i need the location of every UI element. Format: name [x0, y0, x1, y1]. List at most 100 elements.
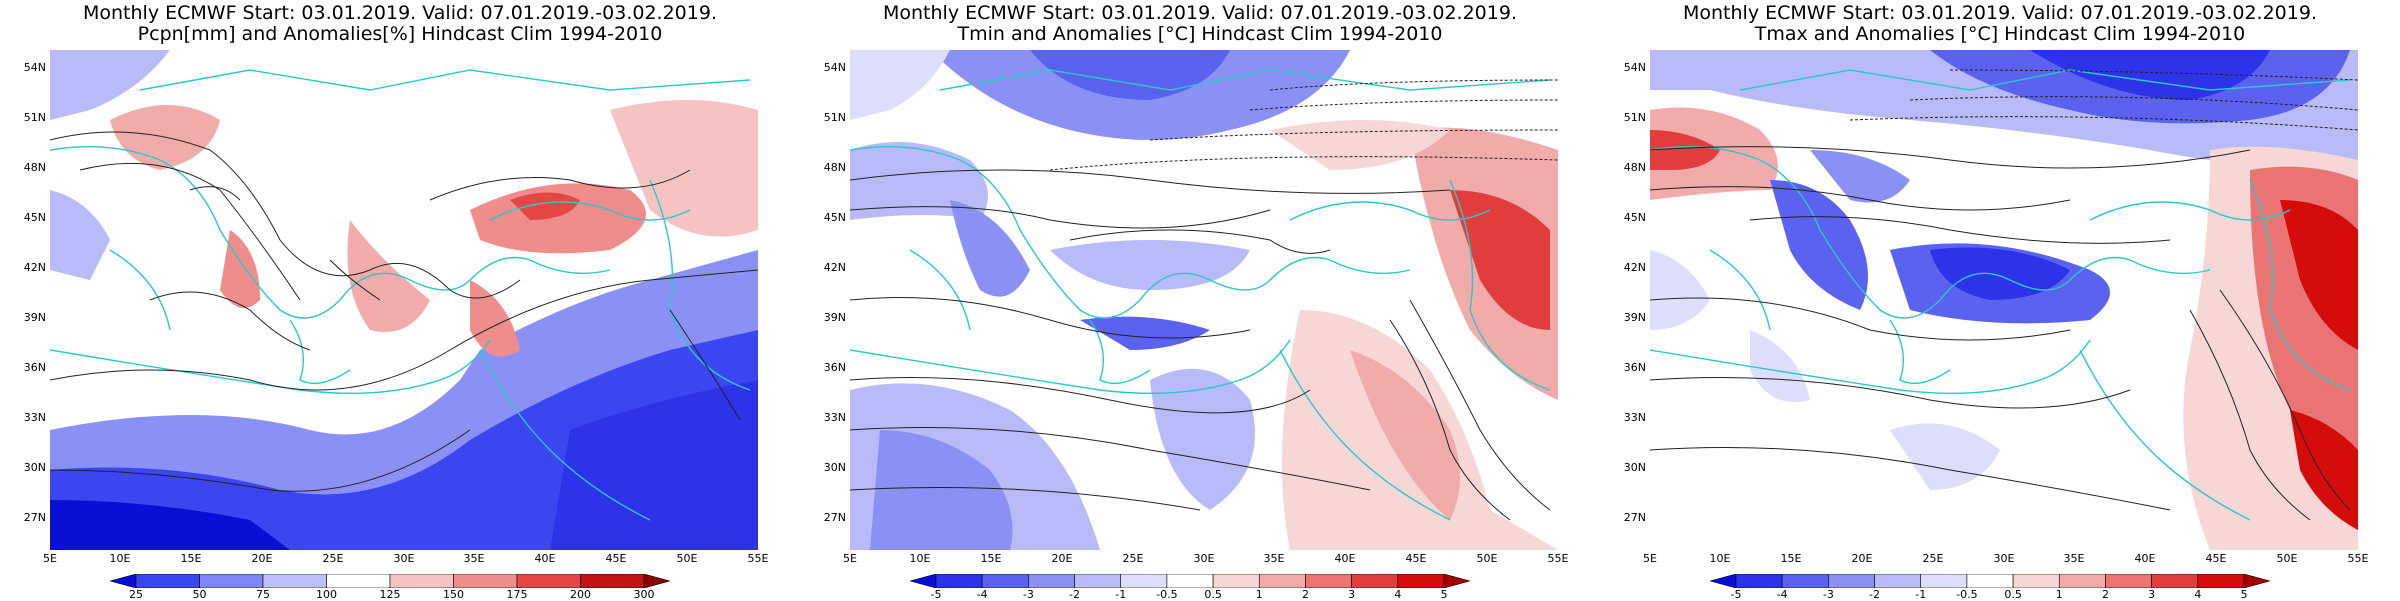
colorbar-tick-label: 4: [2194, 588, 2202, 601]
colorbar-tick-label: 4: [1394, 588, 1402, 601]
panel-tmax: Monthly ECMWF Start: 03.01.2019. Valid: …: [1600, 0, 2400, 601]
panel-tmin: Monthly ECMWF Start: 03.01.2019. Valid: …: [800, 0, 1600, 601]
lon-label: 15E: [180, 552, 202, 565]
colorbar-swatch: [1028, 574, 1075, 588]
colorbar-tick-label: 2: [1301, 588, 1309, 601]
colorbar-tick-label: 200: [570, 588, 591, 601]
colorbar-swatch: [1781, 574, 1829, 588]
lat-label: 27N: [23, 511, 46, 524]
panel-title-line1: Monthly ECMWF Start: 03.01.2019. Valid: …: [83, 2, 717, 24]
colorbar-swatch: [935, 574, 983, 588]
lat-label: 45N: [823, 211, 846, 224]
lon-label: 30E: [1993, 552, 2015, 565]
colorbar-swatch: [981, 574, 1029, 588]
lat-label: 27N: [823, 511, 846, 524]
lon-label: 25E: [1122, 552, 1144, 565]
colorbar-tick-label: 0.5: [2004, 588, 2022, 601]
colorbar-swatch: [1120, 574, 1168, 588]
colorbar-arrow-low: [910, 574, 937, 588]
lon-label: 5E: [843, 552, 857, 565]
lat-label: 48N: [23, 161, 46, 174]
lon-label: 35E: [1263, 552, 1285, 565]
colorbar-tick-label: -4: [1776, 588, 1788, 601]
colorbar-tick-label: 100: [316, 588, 337, 601]
lon-label: 45E: [605, 552, 627, 565]
colorbar-swatch: [262, 574, 327, 588]
lon-label: 10E: [909, 552, 931, 565]
colorbar-tick-label: -4: [976, 588, 988, 601]
colorbar-swatch: [516, 574, 581, 588]
lat-label: 51N: [23, 111, 46, 124]
colorbar-tick-label: -0.5: [1956, 588, 1978, 601]
lat-label: 45N: [1623, 211, 1646, 224]
colorbar-arrow-low: [110, 574, 137, 588]
panel-title-line2: Tmax and Anomalies [°C] Hindcast Clim 19…: [1754, 23, 2246, 45]
lon-label: 35E: [2063, 552, 2085, 565]
lat-label: 30N: [23, 461, 46, 474]
lon-label: 20E: [1051, 552, 1073, 565]
panel-title-line1: Monthly ECMWF Start: 03.01.2019. Valid: …: [1683, 2, 2317, 24]
colorbar-tick-label: -1: [1915, 588, 1927, 601]
lat-label: 33N: [823, 411, 846, 424]
colorbar-tick-label: -5: [1730, 588, 1742, 601]
colorbar-swatch: [2058, 574, 2106, 588]
lon-label: 50E: [1476, 552, 1498, 565]
lon-label: 20E: [1851, 552, 1873, 565]
lat-label: 51N: [823, 111, 846, 124]
colorbar-arrow-low: [1710, 574, 1737, 588]
colorbar-tick-label: -2: [1869, 588, 1881, 601]
tmin-anomaly-map: [850, 50, 1558, 550]
colorbar-tick-label: 3: [1348, 588, 1356, 601]
colorbar-tick-label: -2: [1069, 588, 1081, 601]
colorbar: 25 50 75 100 125 150 175 200 300: [110, 574, 670, 601]
lon-label: 40E: [2134, 552, 2156, 565]
colorbar-swatch: [1874, 574, 1922, 588]
colorbar-swatch: [1966, 574, 2014, 588]
colorbar-tick-label: -5: [930, 588, 942, 601]
colorbar-swatch: [1305, 574, 1352, 588]
colorbar-swatch: [326, 574, 391, 588]
colorbar-tick-label: 125: [379, 588, 401, 601]
colorbar-tick-label: -3: [1022, 588, 1034, 601]
colorbar-swatch: [389, 574, 454, 588]
colorbar-swatch: [1258, 574, 1306, 588]
colorbar-tick-label: -1: [1115, 588, 1127, 601]
lat-label: 48N: [823, 161, 846, 174]
colorbar-arrow-high: [2243, 574, 2270, 588]
lat-label: 51N: [1623, 111, 1646, 124]
colorbar-swatch: [2012, 574, 2060, 588]
colorbar-swatch: [1828, 574, 1875, 588]
colorbar-tick-label: -0.5: [1156, 588, 1178, 601]
lat-label: 33N: [1623, 411, 1646, 424]
colorbar-arrow-high: [643, 574, 670, 588]
colorbar-tick-label: 175: [506, 588, 528, 601]
colorbar-tick-label: 25: [129, 588, 143, 601]
lat-label: 36N: [1623, 361, 1646, 374]
lon-label: 20E: [251, 552, 273, 565]
colorbar-tick-label: 150: [443, 588, 464, 601]
lon-label: 30E: [1193, 552, 1215, 565]
lat-label: 33N: [23, 411, 46, 424]
colorbar-tick-label: 300: [633, 588, 655, 601]
colorbar-tick-label: 3: [2148, 588, 2156, 601]
colorbar: -5 -4 -3 -2 -1 -0.5 0.5 1 2 3 4 5: [910, 574, 1470, 601]
lat-label: 36N: [23, 361, 46, 374]
lon-label: 50E: [676, 552, 698, 565]
lon-label: 50E: [2276, 552, 2298, 565]
colorbar-swatch: [453, 574, 518, 588]
colorbar: -5 -4 -3 -2 -1 -0.5 0.5 1 2 3 4 5: [1710, 574, 2270, 601]
colorbar-swatch: [135, 574, 200, 588]
colorbar-tick-label: -3: [1822, 588, 1834, 601]
colorbar-tick-label: 1: [1255, 588, 1263, 601]
colorbar-swatch: [2151, 574, 2199, 588]
lat-label: 48N: [1623, 161, 1646, 174]
lon-label: 40E: [1334, 552, 1356, 565]
lon-label: 30E: [393, 552, 415, 565]
colorbar-swatch: [580, 574, 645, 588]
precip-anomaly-map: [50, 50, 758, 550]
colorbar-swatch: [1166, 574, 1214, 588]
panel-title-line1: Monthly ECMWF Start: 03.01.2019. Valid: …: [883, 2, 1517, 24]
colorbar-arrow-high: [1443, 574, 1470, 588]
lat-label: 42N: [23, 261, 46, 274]
lat-label: 27N: [1623, 511, 1646, 524]
